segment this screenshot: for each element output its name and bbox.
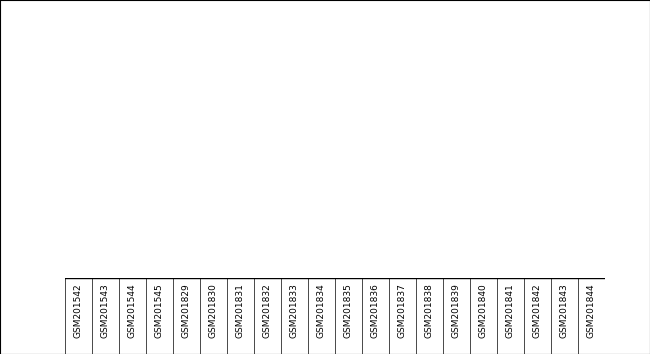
Point xyxy=(208,184,218,190)
Point xyxy=(397,187,408,193)
Point xyxy=(451,133,462,138)
Point xyxy=(532,192,542,198)
Bar xyxy=(396,220,408,279)
Text: GSM201837: GSM201837 xyxy=(398,283,407,338)
Bar xyxy=(235,192,246,279)
Text: GSM201832: GSM201832 xyxy=(263,283,272,338)
Bar xyxy=(208,205,219,279)
Point xyxy=(586,165,596,170)
Point xyxy=(316,157,326,163)
Point xyxy=(289,170,300,175)
Bar xyxy=(370,155,381,279)
Text: GSM201839: GSM201839 xyxy=(452,283,461,338)
Text: GSM201844: GSM201844 xyxy=(586,283,595,338)
Bar xyxy=(73,229,84,279)
Bar xyxy=(181,217,192,279)
Point xyxy=(127,209,138,215)
Text: GSM201834: GSM201834 xyxy=(317,283,326,338)
Point xyxy=(73,197,84,202)
Text: GSM201833: GSM201833 xyxy=(290,283,299,338)
Point xyxy=(505,184,515,190)
Text: GDS4132 / 233285_at: GDS4132 / 233285_at xyxy=(60,16,212,29)
Text: GSM201831: GSM201831 xyxy=(236,283,245,338)
Point xyxy=(262,209,272,215)
Bar xyxy=(478,112,489,279)
Bar xyxy=(532,257,543,279)
Point xyxy=(370,152,380,158)
Text: GSM201841: GSM201841 xyxy=(506,283,515,338)
Text: GSM201840: GSM201840 xyxy=(478,283,488,338)
Bar xyxy=(424,245,435,279)
Point xyxy=(559,157,569,163)
Bar xyxy=(289,217,300,279)
Text: GSM201545: GSM201545 xyxy=(155,283,164,338)
Text: GSM201835: GSM201835 xyxy=(344,283,353,338)
Bar xyxy=(262,275,273,279)
Bar xyxy=(450,87,462,279)
Point xyxy=(181,189,192,195)
Point xyxy=(478,142,488,148)
Bar xyxy=(154,97,165,279)
Point xyxy=(424,194,434,200)
Bar xyxy=(343,161,354,279)
Text: GSM201543: GSM201543 xyxy=(101,283,110,338)
Point xyxy=(235,172,246,178)
Point xyxy=(154,147,164,153)
Text: GSM201836: GSM201836 xyxy=(370,283,380,338)
Bar xyxy=(504,207,515,279)
Bar xyxy=(586,174,597,279)
Text: GSM201830: GSM201830 xyxy=(209,283,218,338)
Text: GSM201838: GSM201838 xyxy=(424,283,434,338)
Bar xyxy=(100,263,111,279)
Text: GSM201544: GSM201544 xyxy=(128,283,137,338)
Text: GSM201843: GSM201843 xyxy=(560,283,569,338)
Bar xyxy=(558,158,569,279)
Text: GSM201829: GSM201829 xyxy=(182,283,191,338)
Text: GSM201842: GSM201842 xyxy=(532,283,541,338)
Bar xyxy=(127,245,138,279)
Bar xyxy=(316,158,327,279)
Point xyxy=(343,160,354,165)
Point xyxy=(100,207,110,212)
Text: GSM201542: GSM201542 xyxy=(74,283,83,338)
